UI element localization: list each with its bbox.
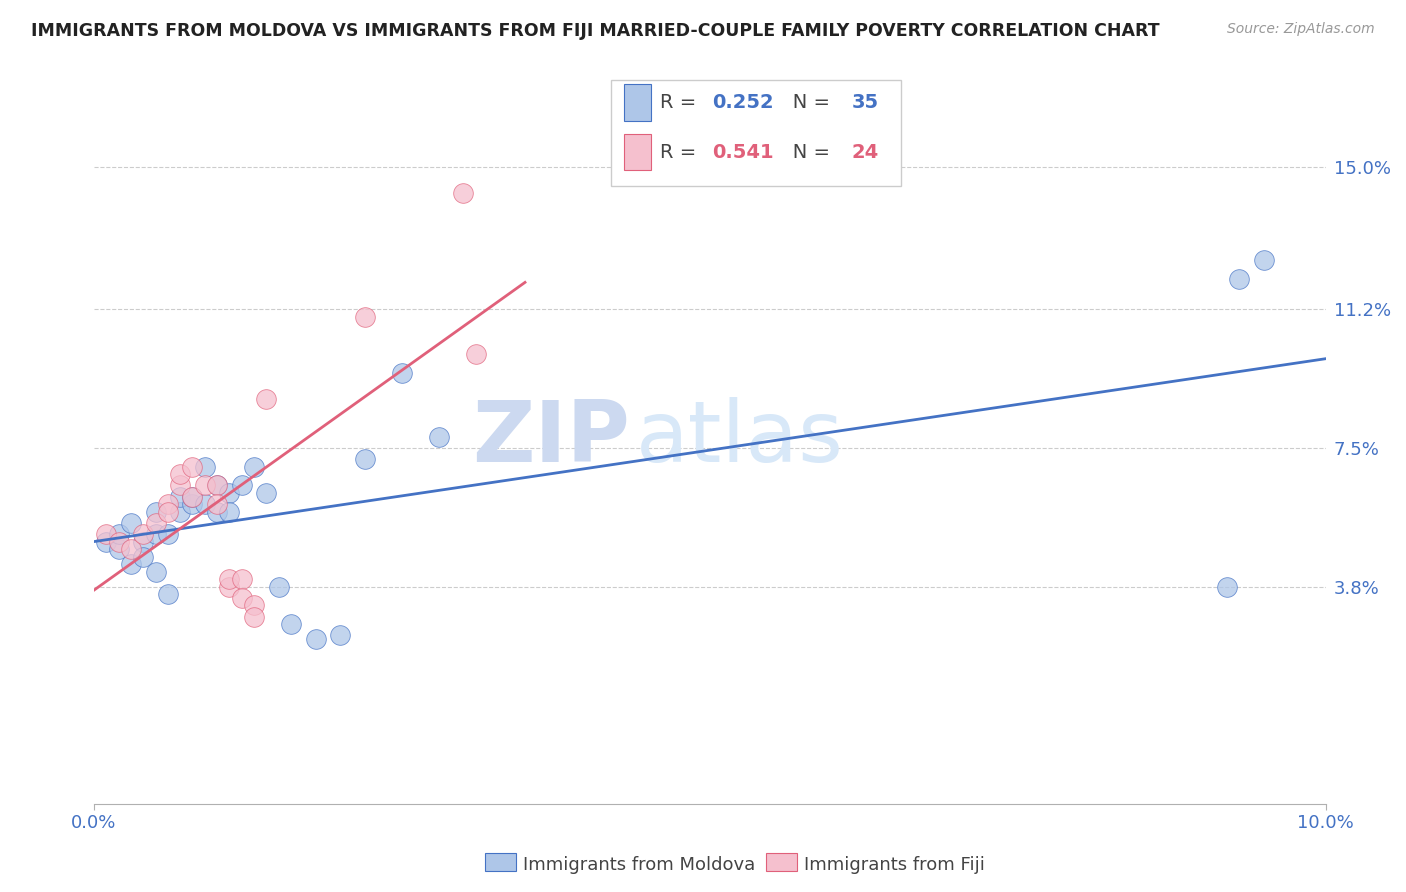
Point (120, 542, 142, 557)
Point (218, 486, 240, 500)
Text: 0.541: 0.541 (713, 143, 773, 161)
Bar (623, 134, 651, 170)
Point (354, 452, 377, 467)
Point (453, 186, 475, 200)
Point (96, 527, 118, 541)
Point (243, 599, 266, 613)
Point (231, 572, 253, 586)
Point (96, 534, 118, 549)
Point (145, 505, 167, 519)
Point (205, 478, 228, 492)
Point (427, 429, 450, 443)
Point (120, 516, 142, 530)
Text: ZIP: ZIP (472, 397, 630, 480)
Point (205, 478, 228, 492)
Text: 0.252: 0.252 (713, 93, 773, 112)
Point (169, 478, 191, 492)
Point (145, 565, 167, 579)
Point (218, 580, 240, 594)
Point (156, 587, 179, 601)
Point (145, 516, 167, 530)
Point (231, 478, 253, 492)
Point (132, 549, 155, 564)
Point (354, 310, 377, 324)
Text: R =: R = (661, 93, 703, 112)
Text: 24: 24 (852, 143, 879, 161)
Point (132, 527, 155, 541)
Point (156, 527, 179, 541)
Point (107, 527, 129, 541)
Text: Immigrants from Fiji: Immigrants from Fiji (804, 856, 986, 874)
Text: Source: ZipAtlas.com: Source: ZipAtlas.com (1227, 22, 1375, 37)
Point (169, 490, 191, 504)
FancyBboxPatch shape (612, 80, 901, 186)
Point (231, 591, 253, 605)
Text: atlas: atlas (636, 397, 844, 480)
Point (329, 628, 352, 642)
Point (194, 497, 217, 511)
Point (254, 486, 277, 500)
Point (181, 459, 204, 474)
Point (254, 392, 277, 406)
Point (267, 580, 290, 594)
Text: N =: N = (773, 93, 837, 112)
Point (169, 505, 191, 519)
Bar (623, 84, 651, 120)
Text: 35: 35 (852, 93, 879, 112)
Point (218, 505, 240, 519)
Point (181, 490, 204, 504)
Point (205, 497, 228, 511)
Text: N =: N = (773, 143, 837, 161)
Point (1227, 272, 1250, 286)
Point (132, 534, 155, 549)
Point (156, 497, 179, 511)
Point (218, 572, 240, 586)
Point (464, 347, 486, 361)
Point (194, 478, 217, 492)
Point (280, 617, 302, 632)
Point (194, 459, 217, 474)
Point (391, 366, 413, 380)
Point (107, 534, 129, 549)
Point (181, 497, 204, 511)
Point (120, 557, 142, 571)
Point (107, 542, 129, 557)
Point (304, 632, 326, 646)
Text: Immigrants from Moldova: Immigrants from Moldova (523, 856, 755, 874)
Text: R =: R = (661, 143, 703, 161)
Point (156, 505, 179, 519)
Point (181, 490, 204, 504)
Text: IMMIGRANTS FROM MOLDOVA VS IMMIGRANTS FROM FIJI MARRIED-COUPLE FAMILY POVERTY CO: IMMIGRANTS FROM MOLDOVA VS IMMIGRANTS FR… (31, 22, 1160, 40)
Point (205, 505, 228, 519)
Point (169, 467, 191, 481)
Point (1216, 580, 1239, 594)
Point (1253, 253, 1275, 268)
Point (145, 527, 167, 541)
Point (243, 609, 266, 624)
Point (243, 459, 266, 474)
